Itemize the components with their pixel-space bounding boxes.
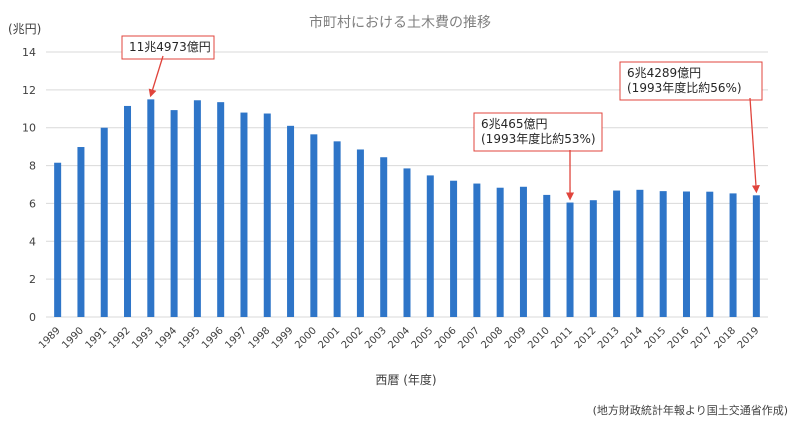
x-tick-label: 2010 xyxy=(526,325,552,351)
x-tick-label: 2003 xyxy=(363,325,389,351)
x-tick-label: 2005 xyxy=(410,325,436,351)
bar-1991 xyxy=(101,128,108,317)
x-tick-label: 2015 xyxy=(643,325,669,351)
y-tick-label: 4 xyxy=(29,235,36,248)
y-tick-label: 6 xyxy=(29,197,36,210)
x-tick-label: 2017 xyxy=(689,325,715,351)
bar-2016 xyxy=(683,192,690,317)
bar-1998 xyxy=(264,114,271,317)
annotation-text: (1993年度比約56%) xyxy=(627,80,742,95)
x-tick-label: 1990 xyxy=(60,325,86,351)
x-tick-label: 1992 xyxy=(107,325,133,351)
x-tick-label: 2012 xyxy=(573,325,599,351)
bar-2001 xyxy=(334,141,341,317)
y-tick-label: 14 xyxy=(22,46,36,59)
y-tick-label: 0 xyxy=(29,311,36,324)
y-tick-label: 10 xyxy=(22,122,36,135)
x-tick-label: 2019 xyxy=(736,325,762,351)
bar-2019 xyxy=(753,195,760,317)
x-tick-label: 2007 xyxy=(456,325,482,351)
annotation-text: (1993年度比約53%) xyxy=(481,131,596,146)
bar-1999 xyxy=(287,126,294,317)
x-axis-label: 西暦 (年度) xyxy=(375,372,436,387)
x-tick-label: 2009 xyxy=(503,325,529,351)
annotation-text: 6兆465億円 xyxy=(481,117,548,131)
bar-1993 xyxy=(147,99,154,317)
x-tick-label: 2018 xyxy=(712,325,738,351)
bar-2015 xyxy=(660,191,667,317)
x-tick-labels: 1989199019911992199319941995199619971998… xyxy=(37,325,761,351)
source-note: (地方財政統計年報より国土交通省作成) xyxy=(593,403,788,417)
bar-1994 xyxy=(171,110,178,317)
x-tick-label: 2011 xyxy=(549,325,575,351)
x-tick-label: 2008 xyxy=(480,325,506,351)
bar-2011 xyxy=(567,203,574,317)
annotation-arrow-2019 xyxy=(750,98,756,191)
y-axis-label: (兆円) xyxy=(8,22,41,36)
bar-2006 xyxy=(450,181,457,317)
bar-2014 xyxy=(636,190,643,317)
x-tick-label: 2006 xyxy=(433,325,459,351)
x-tick-label: 1989 xyxy=(37,325,63,351)
x-tick-label: 2016 xyxy=(666,325,692,351)
annotation-text: 6兆4289億円 xyxy=(627,66,701,80)
bar-1996 xyxy=(217,102,224,317)
y-tick-label: 2 xyxy=(29,273,36,286)
bar-2005 xyxy=(427,175,434,317)
x-tick-label: 2002 xyxy=(340,325,366,351)
bar-1992 xyxy=(124,106,131,317)
bar-2004 xyxy=(404,168,411,317)
bars xyxy=(54,99,760,317)
x-tick-label: 1996 xyxy=(200,325,226,351)
x-tick-label: 1999 xyxy=(270,325,296,351)
x-tick-label: 1997 xyxy=(223,325,249,351)
x-tick-label: 2013 xyxy=(596,325,622,351)
y-tick-label: 8 xyxy=(29,160,36,173)
x-tick-label: 1995 xyxy=(177,325,203,351)
x-tick-label: 1994 xyxy=(153,325,179,351)
bar-2013 xyxy=(613,191,620,317)
x-tick-label: 2004 xyxy=(386,325,412,351)
bar-2003 xyxy=(380,157,387,317)
bar-1995 xyxy=(194,100,201,317)
x-tick-label: 1991 xyxy=(84,325,110,351)
annotation-text: 11兆4973億円 xyxy=(129,40,211,54)
chart-title: 市町村における土木費の推移 xyxy=(309,14,491,31)
bar-2010 xyxy=(543,195,550,317)
bar-2017 xyxy=(706,192,713,317)
x-tick-label: 2001 xyxy=(316,325,342,351)
y-tick-label: 12 xyxy=(22,84,36,97)
x-tick-label: 1993 xyxy=(130,325,156,351)
bar-2002 xyxy=(357,149,364,317)
bar-2012 xyxy=(590,200,597,317)
x-tick-label: 2000 xyxy=(293,325,319,351)
bar-2018 xyxy=(730,193,737,317)
x-tick-label: 1998 xyxy=(247,325,273,351)
bar-1989 xyxy=(54,163,61,317)
y-tick-labels: 0 2 4 6 8 10 12 14 xyxy=(22,46,36,324)
bar-1990 xyxy=(77,147,84,317)
bar-2007 xyxy=(473,184,480,317)
bar-1997 xyxy=(240,113,247,317)
bar-2000 xyxy=(310,134,317,317)
bar-2008 xyxy=(497,188,504,317)
x-tick-label: 2014 xyxy=(619,325,645,351)
bar-2009 xyxy=(520,187,527,317)
